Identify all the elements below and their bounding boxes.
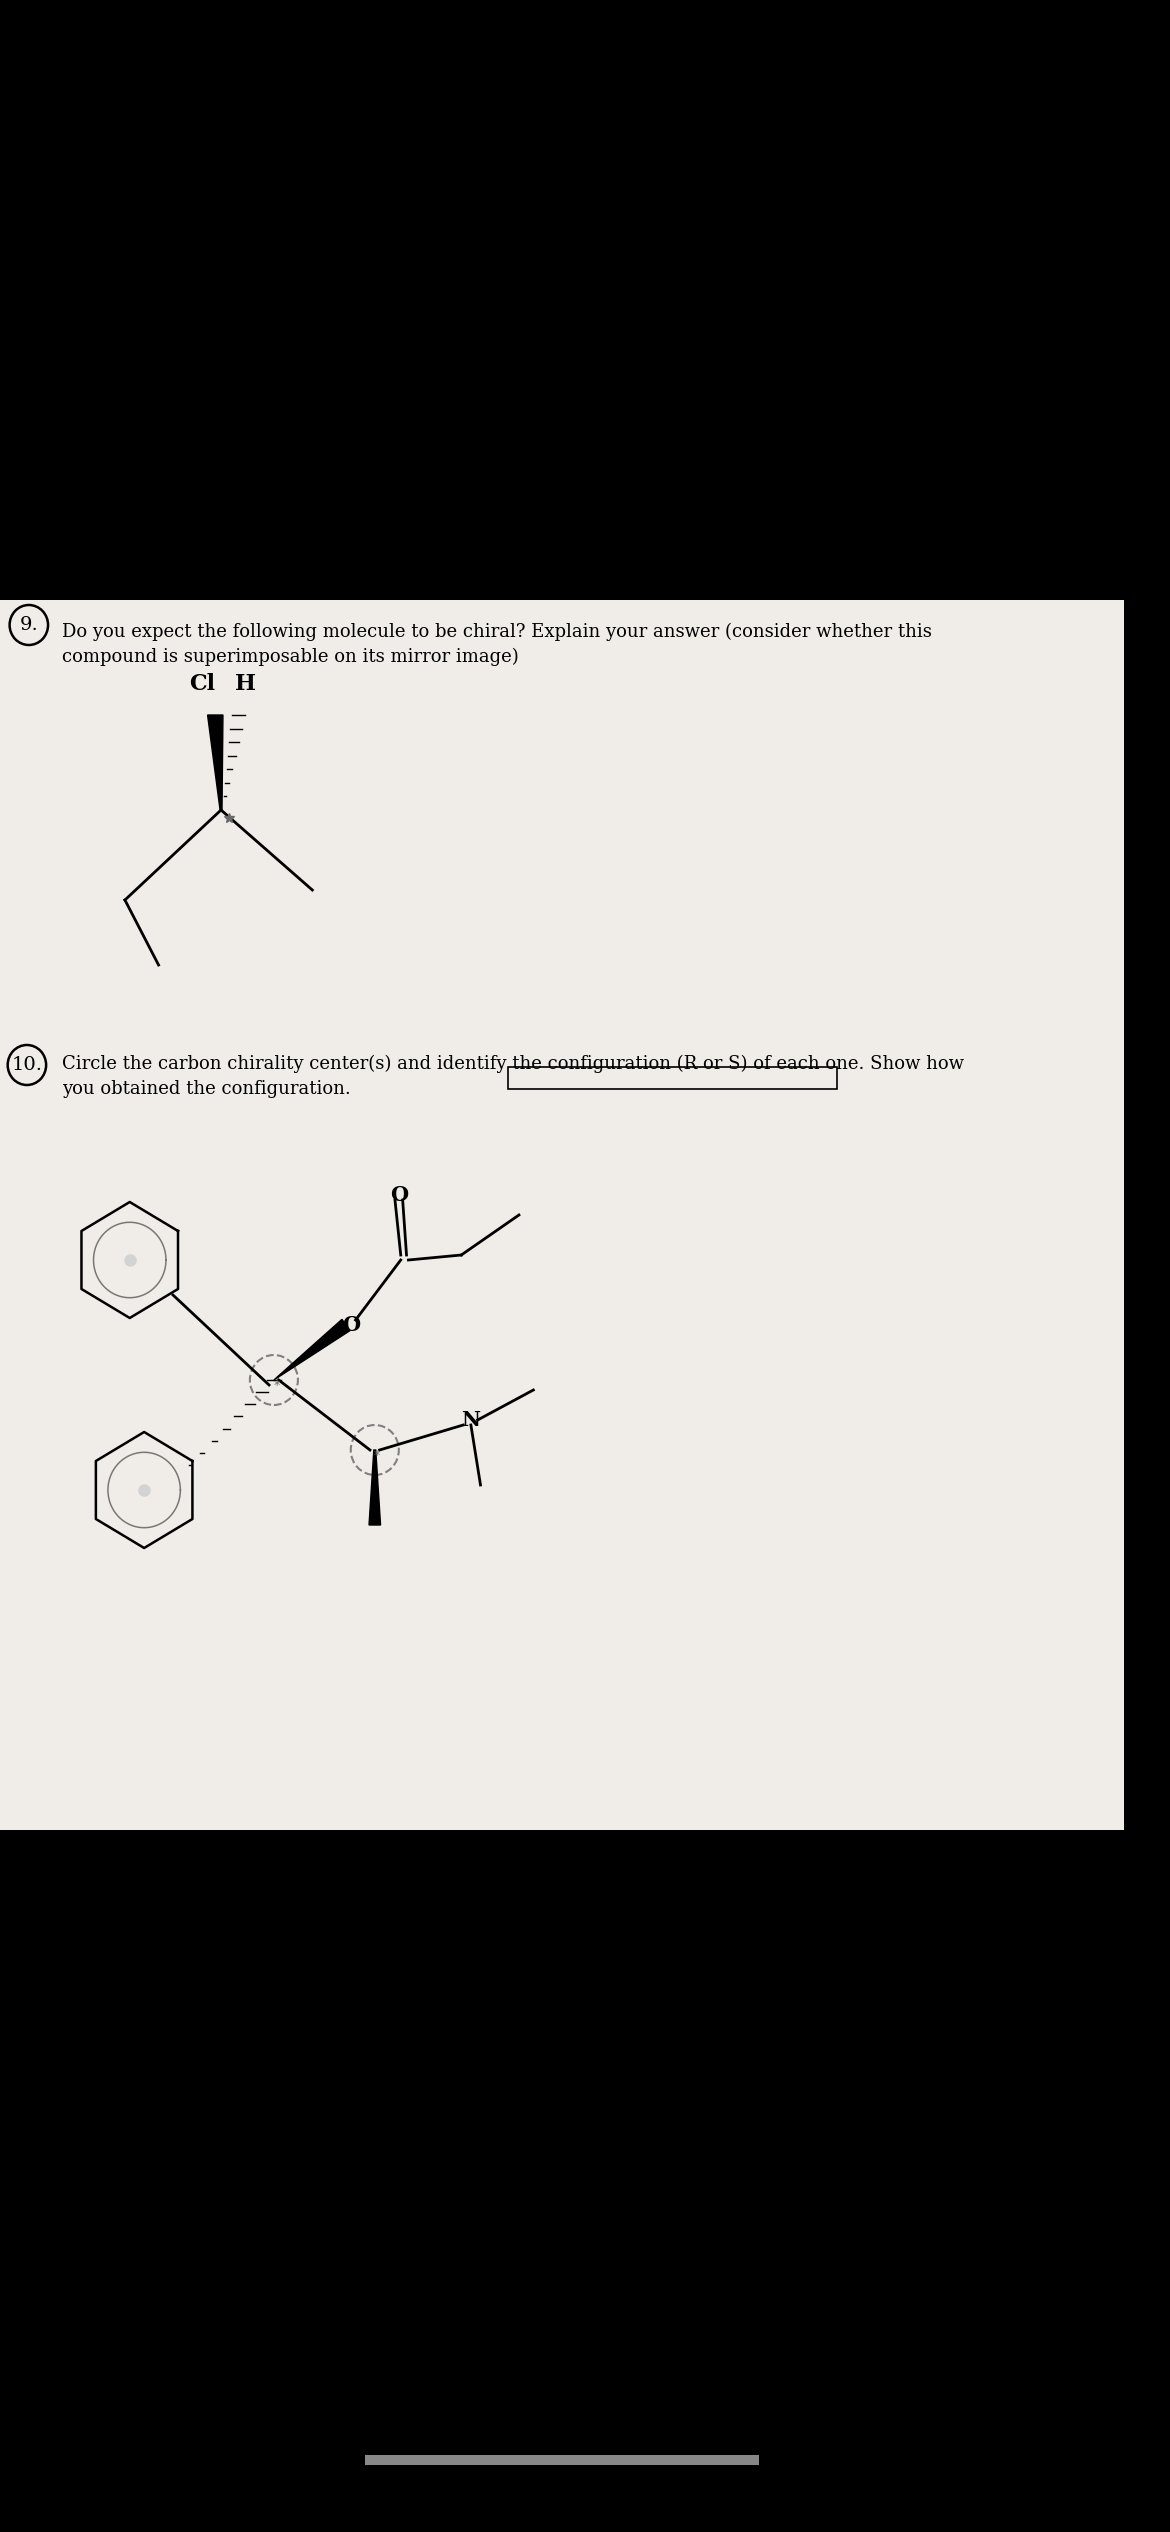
Text: Cl: Cl xyxy=(188,674,215,694)
Polygon shape xyxy=(369,1451,380,1524)
Text: you obtained the configuration.: you obtained the configuration. xyxy=(62,1081,351,1099)
Text: O: O xyxy=(390,1185,408,1205)
Text: 9.: 9. xyxy=(20,615,39,633)
Bar xyxy=(0,600,1124,1831)
Text: N: N xyxy=(461,1410,481,1431)
Polygon shape xyxy=(274,1319,350,1380)
Text: H: H xyxy=(234,674,255,694)
Text: 10.: 10. xyxy=(12,1056,42,1074)
Text: Circle the carbon chirality center(s) and identify the configuration (R or S) of: Circle the carbon chirality center(s) an… xyxy=(62,1056,964,1074)
Text: O: O xyxy=(342,1314,360,1334)
Bar xyxy=(365,2456,759,2466)
Text: compound is superimposable on its mirror image): compound is superimposable on its mirror… xyxy=(62,648,519,666)
Text: *: * xyxy=(373,1448,380,1461)
Polygon shape xyxy=(207,714,223,810)
Text: Do you expect the following molecule to be chiral? Explain your answer (consider: Do you expect the following molecule to … xyxy=(62,623,932,641)
Text: *: * xyxy=(274,1377,280,1393)
